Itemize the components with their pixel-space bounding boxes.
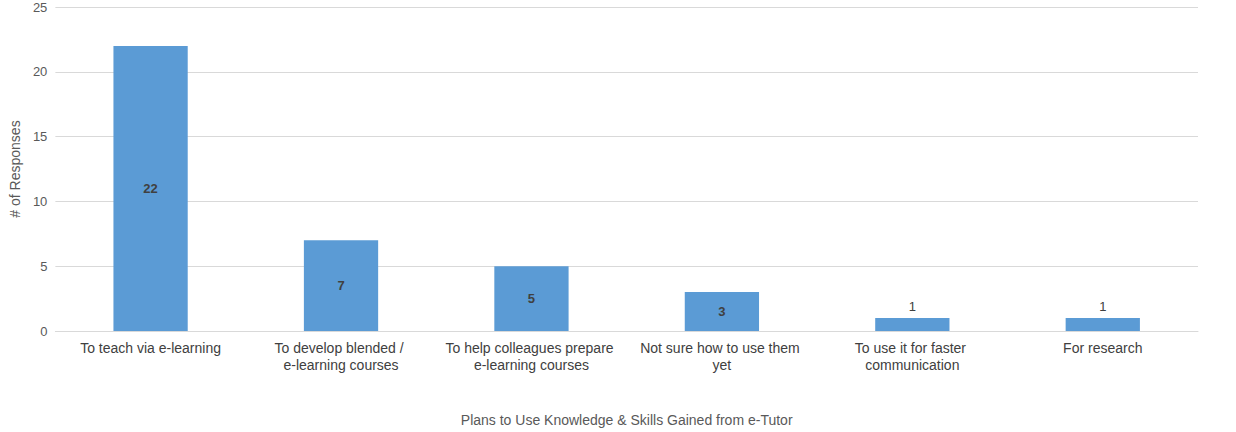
- svg-text:To teach via e-learning: To teach via e-learning: [80, 340, 221, 356]
- svg-text:3: 3: [718, 304, 725, 319]
- svg-text:7: 7: [337, 278, 344, 293]
- svg-text:e-learning courses: e-learning courses: [283, 357, 398, 373]
- svg-text:5: 5: [40, 259, 47, 274]
- svg-text:yet: yet: [713, 357, 732, 373]
- svg-text:20: 20: [33, 64, 47, 79]
- svg-text:0: 0: [40, 324, 47, 339]
- svg-text:Not sure how to use them: Not sure how to use them: [640, 340, 803, 356]
- svg-text:5: 5: [528, 291, 535, 306]
- svg-text:e-learning courses: e-learning courses: [474, 357, 589, 373]
- svg-text:15: 15: [33, 129, 47, 144]
- svg-text:# of Responses: # of Responses: [7, 120, 23, 217]
- svg-text:1: 1: [909, 299, 916, 314]
- svg-text:1: 1: [1099, 299, 1106, 314]
- svg-text:22: 22: [143, 181, 157, 196]
- svg-text:Plans to Use Knowledge & Skill: Plans to Use Knowledge & Skills Gained f…: [461, 412, 793, 428]
- svg-text:10: 10: [33, 194, 47, 209]
- svg-text:communication: communication: [865, 357, 959, 373]
- svg-text:To use it for faster: To use it for faster: [855, 340, 970, 356]
- svg-text:To develop blended /: To develop blended /: [274, 340, 407, 356]
- svg-text:25: 25: [33, 0, 47, 15]
- svg-text:To help colleagues prepare: To help colleagues prepare: [445, 340, 617, 356]
- svg-text:For research: For research: [1063, 340, 1142, 356]
